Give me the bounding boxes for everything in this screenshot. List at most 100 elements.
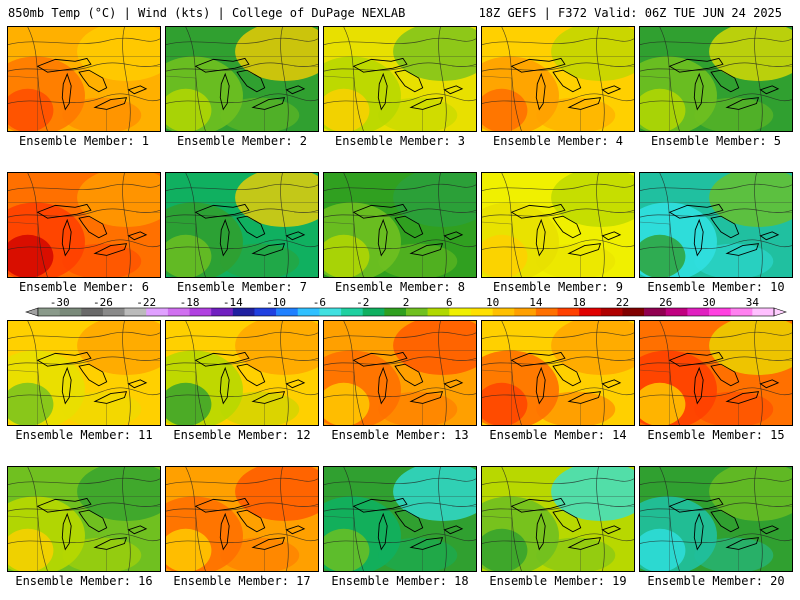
- temperature-field: [482, 173, 634, 277]
- colorbar-max-arrow: [773, 307, 787, 317]
- ensemble-member-map: [639, 26, 793, 132]
- ensemble-member-label: Ensemble Member: 8: [334, 280, 466, 294]
- ensemble-member-map: [7, 466, 161, 572]
- colorbar-min-arrow: [25, 307, 39, 317]
- ensemble-member-map: [7, 172, 161, 278]
- colorbar-swatch: [297, 308, 320, 316]
- colorbar-swatch: [276, 308, 299, 316]
- ensemble-member-label: Ensemble Member: 14: [489, 428, 627, 442]
- colorbar-swatch: [124, 308, 147, 316]
- ensemble-member-label: Ensemble Member: 11: [15, 428, 153, 442]
- temperature-field: [640, 173, 792, 277]
- temperature-field: [166, 467, 318, 571]
- colorbar-tick-label: 26: [659, 296, 672, 309]
- ensemble-member-map: [7, 320, 161, 426]
- temperature-field: [324, 321, 476, 425]
- temperature-field: [482, 467, 634, 571]
- temperature-field: [640, 467, 792, 571]
- colorbar-tick-label: -10: [266, 296, 286, 309]
- colorbar-swatch: [687, 308, 710, 316]
- colorbar-swatch: [319, 308, 342, 316]
- ensemble-member-label: Ensemble Member: 16: [15, 574, 153, 588]
- colorbar-swatch: [665, 308, 688, 316]
- colorbar-tick-label: -30: [50, 296, 70, 309]
- ensemble-member-label: Ensemble Member: 19: [489, 574, 627, 588]
- temperature-field: [166, 321, 318, 425]
- colorbar-swatch: [254, 308, 277, 316]
- colorbar-swatch: [752, 308, 775, 316]
- ensemble-member-label: Ensemble Member: 6: [18, 280, 150, 294]
- colorbar-swatch: [557, 308, 580, 316]
- ensemble-member-map: [639, 320, 793, 426]
- temperature-field: [482, 321, 634, 425]
- colorbar-swatch: [449, 308, 472, 316]
- ensemble-member-label: Ensemble Member: 7: [176, 280, 308, 294]
- colorbar-tick-label: 30: [702, 296, 715, 309]
- temperature-field: [324, 173, 476, 277]
- colorbar-tick-label: -26: [93, 296, 113, 309]
- colorbar-tick-label: 2: [403, 296, 410, 309]
- colorbar-swatch: [622, 308, 645, 316]
- temperature-field: [324, 467, 476, 571]
- colorbar-swatch: [644, 308, 667, 316]
- colorbar-tick-label: 34: [746, 296, 760, 309]
- ensemble-member-map: [481, 26, 635, 132]
- temperature-field: [8, 27, 160, 131]
- temperature-field: [8, 173, 160, 277]
- colorbar-tick-label: -22: [136, 296, 156, 309]
- temperature-field: [640, 27, 792, 131]
- ensemble-member-label: Ensemble Member: 10: [647, 280, 785, 294]
- colorbar-swatch: [579, 308, 602, 316]
- ensemble-member-map: [165, 320, 319, 426]
- colorbar-swatch: [341, 308, 364, 316]
- ensemble-member-label: Ensemble Member: 2: [176, 134, 308, 148]
- ensemble-member-label: Ensemble Member: 5: [650, 134, 782, 148]
- colorbar-swatch: [189, 308, 212, 316]
- colorbar-swatch: [167, 308, 190, 316]
- ensemble-member-label: Ensemble Member: 13: [331, 428, 469, 442]
- ensemble-member-map: [323, 320, 477, 426]
- colorbar-tick-label: 18: [573, 296, 586, 309]
- temperature-field: [324, 27, 476, 131]
- colorbar-tick-label: 6: [446, 296, 453, 309]
- colorbar-swatch: [514, 308, 537, 316]
- colorbar-swatch: [709, 308, 732, 316]
- colorbar-swatch: [362, 308, 385, 316]
- temperature-colorbar: -30-26-22-18-14-10-6-2261014182226303438…: [25, 296, 787, 317]
- temperature-field: [166, 27, 318, 131]
- ensemble-member-label: Ensemble Member: 17: [173, 574, 311, 588]
- colorbar-swatch: [492, 308, 515, 316]
- colorbar-tick-label: 14: [529, 296, 543, 309]
- temperature-field: [8, 467, 160, 571]
- temperature-field: [640, 321, 792, 425]
- temperature-field: [166, 173, 318, 277]
- colorbar-tick-label: 10: [486, 296, 499, 309]
- ensemble-member-map: [323, 466, 477, 572]
- ensemble-member-label: Ensemble Member: 1: [18, 134, 150, 148]
- ensemble-member-map: [165, 26, 319, 132]
- colorbar-tick-label: 22: [616, 296, 629, 309]
- ensemble-member-map: [481, 466, 635, 572]
- ensemble-member-map: [7, 26, 161, 132]
- colorbar-tick-label: -14: [223, 296, 243, 309]
- colorbar-swatch: [81, 308, 104, 316]
- ensemble-member-map: [481, 320, 635, 426]
- ensemble-member-label: Ensemble Member: 20: [647, 574, 785, 588]
- ensemble-member-label: Ensemble Member: 3: [334, 134, 466, 148]
- ensemble-member-map: [165, 172, 319, 278]
- temperature-field: [8, 321, 160, 425]
- ensemble-member-label: Ensemble Member: 4: [492, 134, 624, 148]
- colorbar-swatch: [102, 308, 125, 316]
- colorbar-swatch: [427, 308, 450, 316]
- colorbar-swatch: [535, 308, 558, 316]
- ensemble-member-map: [165, 466, 319, 572]
- ensemble-member-label: Ensemble Member: 15: [647, 428, 785, 442]
- ensemble-member-map: [323, 172, 477, 278]
- colorbar-tick-label: -18: [180, 296, 200, 309]
- ensemble-member-map: [639, 172, 793, 278]
- colorbar-swatch: [406, 308, 428, 316]
- ensemble-member-label: Ensemble Member: 9: [492, 280, 624, 294]
- colorbar-swatch: [730, 308, 753, 316]
- ensemble-member-map: [639, 466, 793, 572]
- colorbar-swatch: [470, 308, 493, 316]
